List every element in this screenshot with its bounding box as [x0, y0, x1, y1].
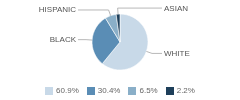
html-text:30.4%: 30.4%	[97, 86, 121, 95]
svg-text:WHITE: WHITE	[164, 49, 190, 58]
html-text:2.2%: 2.2%	[176, 86, 195, 95]
svg-text:BLACK: BLACK	[50, 35, 77, 44]
svg-text:ASIAN: ASIAN	[164, 4, 188, 13]
html-text:6.5%: 6.5%	[139, 86, 158, 95]
html-text:60.9%: 60.9%	[56, 86, 79, 95]
svg-text:HISPANIC: HISPANIC	[39, 5, 76, 14]
